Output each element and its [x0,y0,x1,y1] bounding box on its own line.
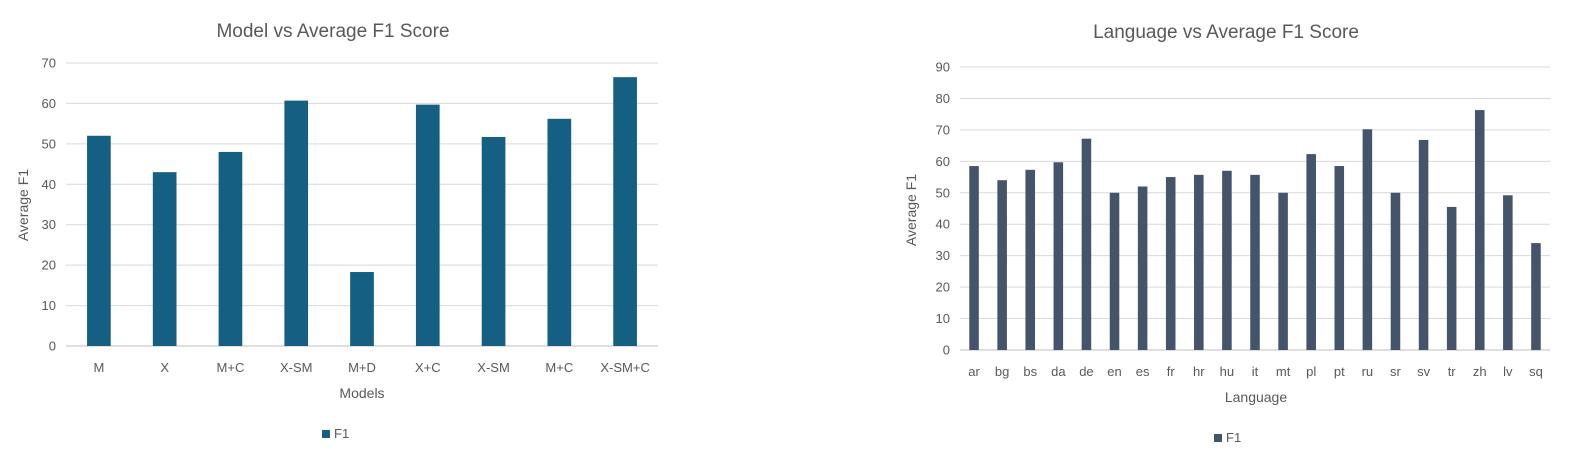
x-axis-title: Language [1225,389,1288,405]
x-tick-label: sq [1529,364,1543,379]
bar-pl [1306,154,1316,350]
x-tick-label: sr [1390,364,1402,379]
language-f1-chart: Language vs Average F1 Score 0 10 20 30 40 50 6… [880,0,1570,476]
bar-X [152,172,177,346]
x-tick-label: tr [1448,364,1457,379]
y-tick-label: 40 [936,217,950,232]
bar-lv [1503,195,1513,350]
x-tick-label: pl [1306,364,1316,379]
x-tick-label: pt [1334,364,1345,379]
x-tick-label: sv [1417,364,1431,379]
y-tick-label: 60 [936,154,950,169]
bar-zh [1474,110,1485,350]
bar-hr [1194,174,1204,350]
language-f1-chart-svg: Language vs Average F1 Score 0 10 20 30 40 50 6… [903,22,1550,445]
y-tick-label: 10 [42,298,56,313]
bar-X-SM [481,136,506,346]
bar-sr [1390,192,1401,350]
y-tick-label: 0 [943,343,950,358]
y-tick-label: 10 [936,311,950,326]
y-tick-label: 40 [42,177,56,192]
x-tick-label: X-SM [477,360,510,375]
x-tick-label: X [160,360,169,375]
x-tick-label: bg [995,364,1009,379]
y-tick-label: 20 [936,280,950,295]
y-tick-label: 70 [42,56,56,71]
x-tick-label: da [1051,364,1066,379]
x-tick-label: X+C [415,360,441,375]
x-tick-label: X-SM+C [600,360,649,375]
bar-sv [1418,139,1429,350]
bar-de [1081,138,1092,350]
y-axis-title: Average F1 [15,169,31,241]
y-tick-label: 0 [49,339,56,354]
x-tick-label: lv [1503,364,1513,379]
x-tick-label: M+C [217,360,245,375]
x-tick-label: ru [1362,364,1374,379]
bar-es [1137,186,1148,350]
x-tick-label: hu [1220,364,1234,379]
legend-label: F1 [1226,430,1241,445]
y-tick-label: 90 [936,60,950,75]
x-tick-label: M+C [545,360,573,375]
bar-en [1109,192,1120,350]
x-tick-label: M [93,360,104,375]
legend-label: F1 [334,426,349,441]
bar-M+D [350,272,374,346]
x-tick-label: fr [1167,364,1176,379]
x-tick-label: zh [1473,364,1487,379]
y-tick-label: 30 [42,217,56,232]
legend-swatch [1214,434,1222,442]
bar-da [1053,162,1064,350]
x-tick-label: ar [968,364,980,379]
bar-it [1250,174,1260,350]
bar-mt [1278,192,1288,350]
x-tick-label: it [1252,364,1259,379]
x-tick-label: es [1136,364,1150,379]
x-tick-label: X-SM [280,360,313,375]
y-tick-label: 60 [42,96,56,111]
bar-tr [1446,206,1457,350]
bar-bs [1025,169,1036,350]
y-tick-label: 80 [936,91,950,106]
bar-hu [1222,170,1232,350]
bar-M+C [218,151,243,346]
y-tick-label: 20 [42,258,56,273]
legend-swatch [322,430,330,438]
bar-sq [1531,243,1541,350]
bar-ar [969,166,979,350]
x-tick-label: de [1079,364,1093,379]
model-f1-chart-svg: Model vs Average F1 Score 0 10 20 30 40 50 60 70… [15,21,658,441]
x-tick-label: M+D [348,360,376,375]
chart-title: Model vs Average F1 Score [216,21,449,42]
bar-X+C [415,104,440,347]
bar-X-SM+C [613,77,637,347]
x-axis-title: Models [339,385,384,401]
chart-title: Language vs Average F1 Score [1093,22,1359,43]
x-tick-label: bs [1023,364,1037,379]
bar-fr [1165,177,1176,350]
bar-bg [997,180,1007,350]
x-tick-label: mt [1276,364,1291,379]
bar-M [87,135,111,346]
y-tick-label: 30 [936,248,950,263]
bar-pt [1334,166,1345,350]
y-tick-label: 50 [42,136,56,151]
x-tick-label: en [1107,364,1121,379]
model-f1-chart: Model vs Average F1 Score 0 10 20 30 40 50 60 70… [0,0,700,476]
y-tick-label: 70 [936,122,950,137]
bar-X-SM [284,100,309,346]
y-tick-label: 50 [936,185,950,200]
y-axis-title: Average F1 [903,174,919,246]
x-tick-label: hr [1193,364,1205,379]
bar-M+C [547,118,572,346]
bar-ru [1362,129,1373,350]
